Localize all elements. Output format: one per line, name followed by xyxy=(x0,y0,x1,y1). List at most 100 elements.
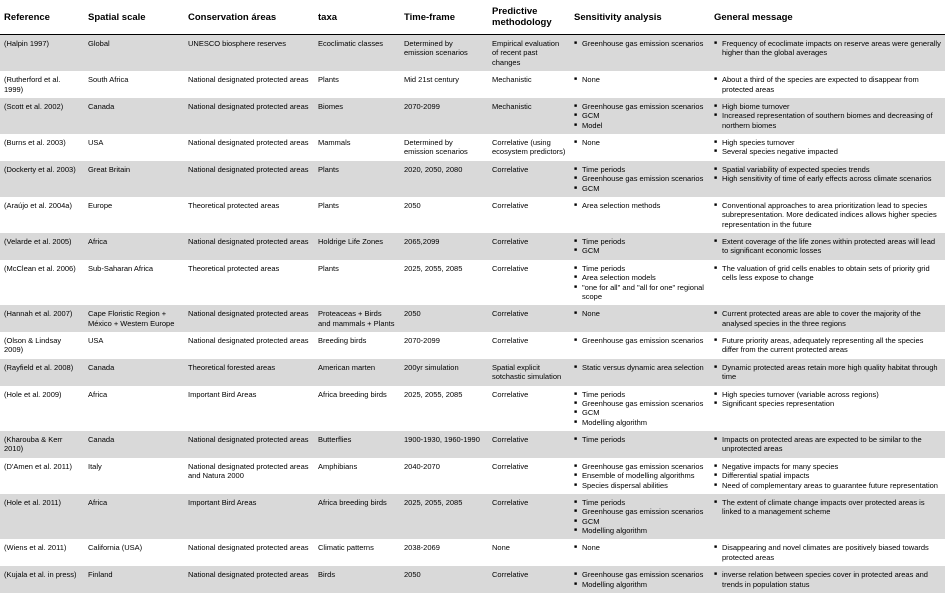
table-row: (Araújo et al. 2004a)EuropeTheoretical p… xyxy=(0,197,945,233)
cell-taxa: Africa breeding birds xyxy=(314,386,400,432)
list-item: inverse relation between species cover i… xyxy=(714,570,941,589)
message-list: Frequency of ecoclimate impacts on reser… xyxy=(714,39,941,58)
cell-reference: (D'Amen et al. 2011) xyxy=(0,458,84,494)
list-item: Time periods xyxy=(574,435,706,444)
cell-sensitivity: None xyxy=(570,305,710,332)
sensitivity-list: None xyxy=(574,309,706,318)
cell-reference: (Halpin 1997) xyxy=(0,35,84,72)
table-row: (Velarde et al. 2005)AfricaNational desi… xyxy=(0,233,945,260)
cell-predictive: Correlative xyxy=(488,386,570,432)
header-sensitivity: Sensitivity analysis xyxy=(570,0,710,35)
cell-message: The valuation of grid cells enables to o… xyxy=(710,260,945,306)
cell-taxa: Africa breeding birds xyxy=(314,494,400,540)
list-item: GCM xyxy=(574,517,706,526)
sensitivity-list: None xyxy=(574,75,706,84)
cell-spatial: South Africa xyxy=(84,71,184,98)
list-item: Dynamic protected areas retain more high… xyxy=(714,363,941,382)
header-spatial: Spatial scale xyxy=(84,0,184,35)
cell-sensitivity: Time periodsGreenhouse gas emission scen… xyxy=(570,161,710,197)
cell-taxa: Plants xyxy=(314,161,400,197)
message-list: Spatial variability of expected species … xyxy=(714,165,941,184)
header-conservation: Conservation áreas xyxy=(184,0,314,35)
list-item: GCM xyxy=(574,111,706,120)
message-list: Disappearing and novel climates are posi… xyxy=(714,543,941,562)
list-item: Need of complementary areas to guarantee… xyxy=(714,481,941,490)
cell-spatial: Canada xyxy=(84,359,184,386)
cell-reference: (Araújo et al. 2004a) xyxy=(0,197,84,233)
list-item: High species turnover xyxy=(714,138,941,147)
cell-timeframe: 2050 xyxy=(400,305,488,332)
cell-message: Conventional approaches to area prioriti… xyxy=(710,197,945,233)
cell-conservation: UNESCO biosphere reserves xyxy=(184,35,314,72)
table-header: Reference Spatial scale Conservation áre… xyxy=(0,0,945,35)
sensitivity-list: None xyxy=(574,543,706,552)
cell-sensitivity: Static versus dynamic area selection xyxy=(570,359,710,386)
cell-reference: (Olson & Lindsay 2009) xyxy=(0,332,84,359)
table-row: (McClean et al. 2006)Sub-Saharan AfricaT… xyxy=(0,260,945,306)
sensitivity-list: Time periodsGCM xyxy=(574,237,706,256)
list-item: Significant species representation xyxy=(714,399,941,408)
list-item: Greenhouse gas emission scenarios xyxy=(574,570,706,579)
list-item: Impacts on protected areas are expected … xyxy=(714,435,941,454)
list-item: Current protected areas are able to cove… xyxy=(714,309,941,328)
table-row: (Hannah et al. 2007)Cape Floristic Regio… xyxy=(0,305,945,332)
cell-taxa: Holdrige Life Zones xyxy=(314,233,400,260)
cell-reference: (Hannah et al. 2007) xyxy=(0,305,84,332)
cell-predictive: Correlative xyxy=(488,458,570,494)
cell-timeframe: 2025, 2055, 2085 xyxy=(400,494,488,540)
cell-taxa: Breeding birds xyxy=(314,332,400,359)
cell-predictive: Correlative xyxy=(488,431,570,458)
cell-message: About a third of the species are expecte… xyxy=(710,71,945,98)
header-reference: Reference xyxy=(0,0,84,35)
cell-message: Current protected areas are able to cove… xyxy=(710,305,945,332)
cell-timeframe: 200yr simulation xyxy=(400,359,488,386)
cell-predictive: Correlative xyxy=(488,197,570,233)
cell-timeframe: 2025, 2055, 2085 xyxy=(400,260,488,306)
cell-message: Dynamic protected areas retain more high… xyxy=(710,359,945,386)
cell-reference: (Kharouba & Kerr 2010) xyxy=(0,431,84,458)
cell-spatial: Cape Floristic Region + México + Western… xyxy=(84,305,184,332)
cell-timeframe: 2020, 2050, 2080 xyxy=(400,161,488,197)
header-message: General message xyxy=(710,0,945,35)
list-item: None xyxy=(574,138,706,147)
cell-spatial: Sub-Saharan Africa xyxy=(84,260,184,306)
message-list: Impacts on protected areas are expected … xyxy=(714,435,941,454)
list-item: Conventional approaches to area prioriti… xyxy=(714,201,941,229)
cell-timeframe: 2070-2099 xyxy=(400,98,488,134)
cell-sensitivity: Time periodsGreenhouse gas emission scen… xyxy=(570,494,710,540)
list-item: Area selection methods xyxy=(574,201,706,210)
cell-taxa: Amphibians xyxy=(314,458,400,494)
cell-spatial: USA xyxy=(84,134,184,161)
cell-spatial: Great Britain xyxy=(84,161,184,197)
cell-conservation: National designated protected areas and … xyxy=(184,458,314,494)
list-item: Greenhouse gas emission scenarios xyxy=(574,336,706,345)
cell-timeframe: Determined by emission scenarios xyxy=(400,35,488,72)
cell-taxa: Ecoclimatic classes xyxy=(314,35,400,72)
message-list: High biome turnoverIncreased representat… xyxy=(714,102,941,130)
list-item: Area selection models xyxy=(574,273,706,282)
cell-sensitivity: None xyxy=(570,71,710,98)
list-item: None xyxy=(574,543,706,552)
sensitivity-list: Time periods xyxy=(574,435,706,444)
cell-predictive: Correlative xyxy=(488,494,570,540)
cell-sensitivity: Time periods xyxy=(570,431,710,458)
list-item: High sensitivity of time of early effect… xyxy=(714,174,941,183)
cell-predictive: Mechanistic xyxy=(488,98,570,134)
cell-conservation: Theoretical protected areas xyxy=(184,197,314,233)
cell-spatial: Global xyxy=(84,35,184,72)
cell-conservation: Important Bird Areas xyxy=(184,386,314,432)
list-item: Several species negative impacted xyxy=(714,147,941,156)
sensitivity-list: Greenhouse gas emission scenariosGCMMode… xyxy=(574,102,706,130)
list-item: Time periods xyxy=(574,264,706,273)
cell-predictive: None xyxy=(488,539,570,566)
cell-message: Spatial variability of expected species … xyxy=(710,161,945,197)
message-list: The extent of climate change impacts ove… xyxy=(714,498,941,517)
cell-sensitivity: Time periodsGreenhouse gas emission scen… xyxy=(570,386,710,432)
table-row: (Kujala et al. in press)FinlandNational … xyxy=(0,566,945,593)
list-item: Time periods xyxy=(574,498,706,507)
cell-message: Future priority areas, adequately repres… xyxy=(710,332,945,359)
table-row: (Dockerty et al. 2003)Great BritainNatio… xyxy=(0,161,945,197)
list-item: GCM xyxy=(574,184,706,193)
cell-timeframe: 2070-2099 xyxy=(400,332,488,359)
sensitivity-list: Time periodsGreenhouse gas emission scen… xyxy=(574,165,706,193)
